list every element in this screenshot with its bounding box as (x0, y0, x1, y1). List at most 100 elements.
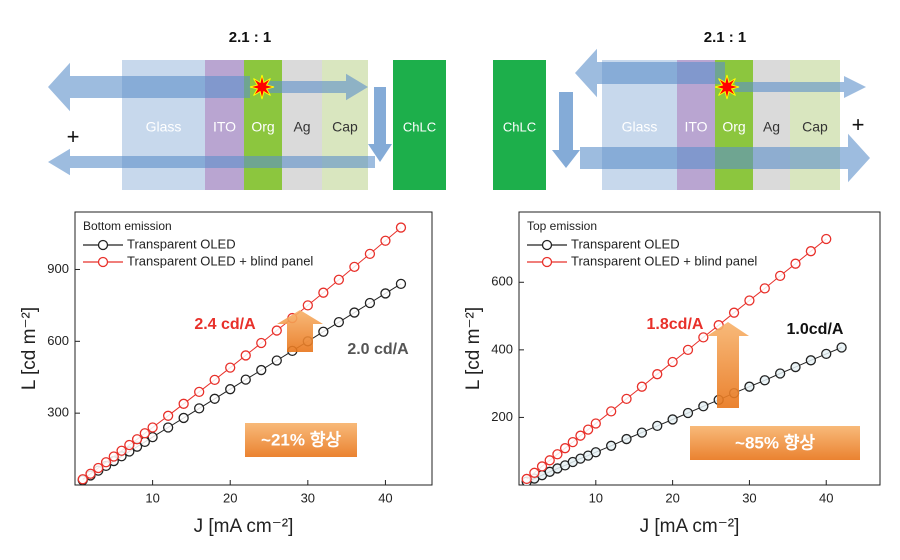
data-point (395, 278, 407, 289)
data-point (77, 474, 88, 485)
data-point (240, 374, 251, 385)
y-tick-label: 300 (47, 405, 69, 420)
data-point (240, 350, 251, 361)
data-point (759, 375, 770, 386)
data-point (698, 332, 709, 343)
y-tick-label: 400 (491, 341, 513, 356)
y-axis-label: L [cd m⁻²] (19, 307, 40, 390)
data-point (636, 381, 648, 392)
data-point (682, 344, 694, 356)
x-axis-label: J [mA cm⁻²] (640, 516, 740, 537)
data-point (744, 381, 755, 392)
data-point (349, 261, 360, 272)
data-point (567, 436, 578, 448)
data-point (116, 445, 127, 456)
data-point (349, 307, 360, 318)
panel-label: ChLC (503, 119, 536, 134)
legend-label: Transparent OLED + blind panel (571, 253, 757, 268)
data-point (805, 246, 817, 257)
x-tick-label: 10 (589, 490, 603, 505)
data-point (552, 449, 563, 460)
legend-marker (97, 239, 109, 251)
sign: + (67, 124, 80, 149)
charts: 10 20 30 40 300 600 900 J [mA cm⁻²] L [cd m⁻²] Bo… (19, 211, 881, 537)
emission-star (714, 74, 740, 100)
legend-title: Top emission (527, 219, 597, 233)
plot-frame (518, 211, 881, 486)
layer-label: Ag (293, 119, 310, 135)
annotation-box (690, 426, 860, 460)
legend-marker (97, 256, 109, 268)
data-point (85, 468, 96, 479)
data-point (667, 356, 678, 368)
light-arrow (48, 62, 250, 112)
data-point (728, 307, 740, 318)
chlc-panel (393, 60, 446, 190)
annotation: 2.0 cd/A (347, 341, 409, 358)
chlc-panel (493, 60, 546, 190)
data-point (147, 422, 158, 433)
legend-label: Transparent OLED (127, 236, 236, 251)
data-point (774, 368, 786, 379)
data-point (395, 222, 407, 233)
data-point (821, 348, 832, 360)
data-point (744, 295, 755, 306)
x-axis-label: J [mA cm⁻²] (194, 516, 294, 537)
data-point (606, 440, 617, 451)
data-point (318, 326, 329, 337)
data-point (380, 235, 391, 246)
data-point (636, 427, 648, 438)
data-point (318, 287, 329, 298)
layer-label: Glass (622, 119, 658, 135)
data-point (652, 369, 663, 380)
annotation: 2.4 cd/A (194, 316, 256, 333)
increase-arrow (707, 322, 749, 408)
data-point (364, 297, 376, 309)
data-point (131, 434, 143, 445)
layer-label: Org (722, 119, 745, 135)
data-point (575, 430, 586, 441)
data-point (621, 433, 632, 445)
data-point (271, 325, 282, 336)
data-point (139, 428, 150, 439)
data-point (682, 407, 694, 419)
series-group (521, 233, 847, 485)
data-point (759, 283, 770, 294)
layer-label: Cap (332, 119, 358, 135)
data-point (256, 364, 267, 376)
layer-label: Org (251, 119, 274, 135)
x-tick-label: 20 (665, 490, 679, 505)
x-tick-label: 30 (301, 490, 315, 505)
data-point (178, 398, 189, 409)
data-point (302, 300, 313, 311)
layer-label: Cap (802, 119, 828, 135)
data-point (93, 462, 104, 474)
panel-label: ChLC (403, 119, 436, 134)
data-point (836, 342, 847, 353)
y-tick-label: 600 (491, 274, 513, 289)
light-arrow (735, 76, 866, 98)
data-point (774, 270, 786, 282)
data-point (536, 461, 548, 472)
annotation: 1.8cd/A (647, 316, 704, 333)
annotation: 1.0cd/A (787, 321, 844, 338)
data-point (209, 393, 220, 404)
light-arrow (368, 87, 392, 162)
data-point (529, 467, 540, 478)
data-point (790, 361, 801, 373)
legend-label: Transparent OLED + blind panel (127, 253, 313, 268)
legend-label: Transparent OLED (571, 236, 680, 251)
x-tick-label: 10 (145, 490, 159, 505)
x-tick-label: 40 (378, 490, 392, 505)
data-point (521, 473, 532, 485)
legend-marker (541, 239, 553, 251)
data-point (194, 403, 205, 414)
data-point (333, 317, 345, 328)
data-point (590, 418, 601, 429)
light-arrow (552, 92, 580, 168)
light-arrow (580, 133, 870, 183)
data-point (364, 248, 376, 260)
data-point (209, 374, 220, 386)
data-point (162, 410, 174, 421)
data-point (380, 288, 391, 299)
